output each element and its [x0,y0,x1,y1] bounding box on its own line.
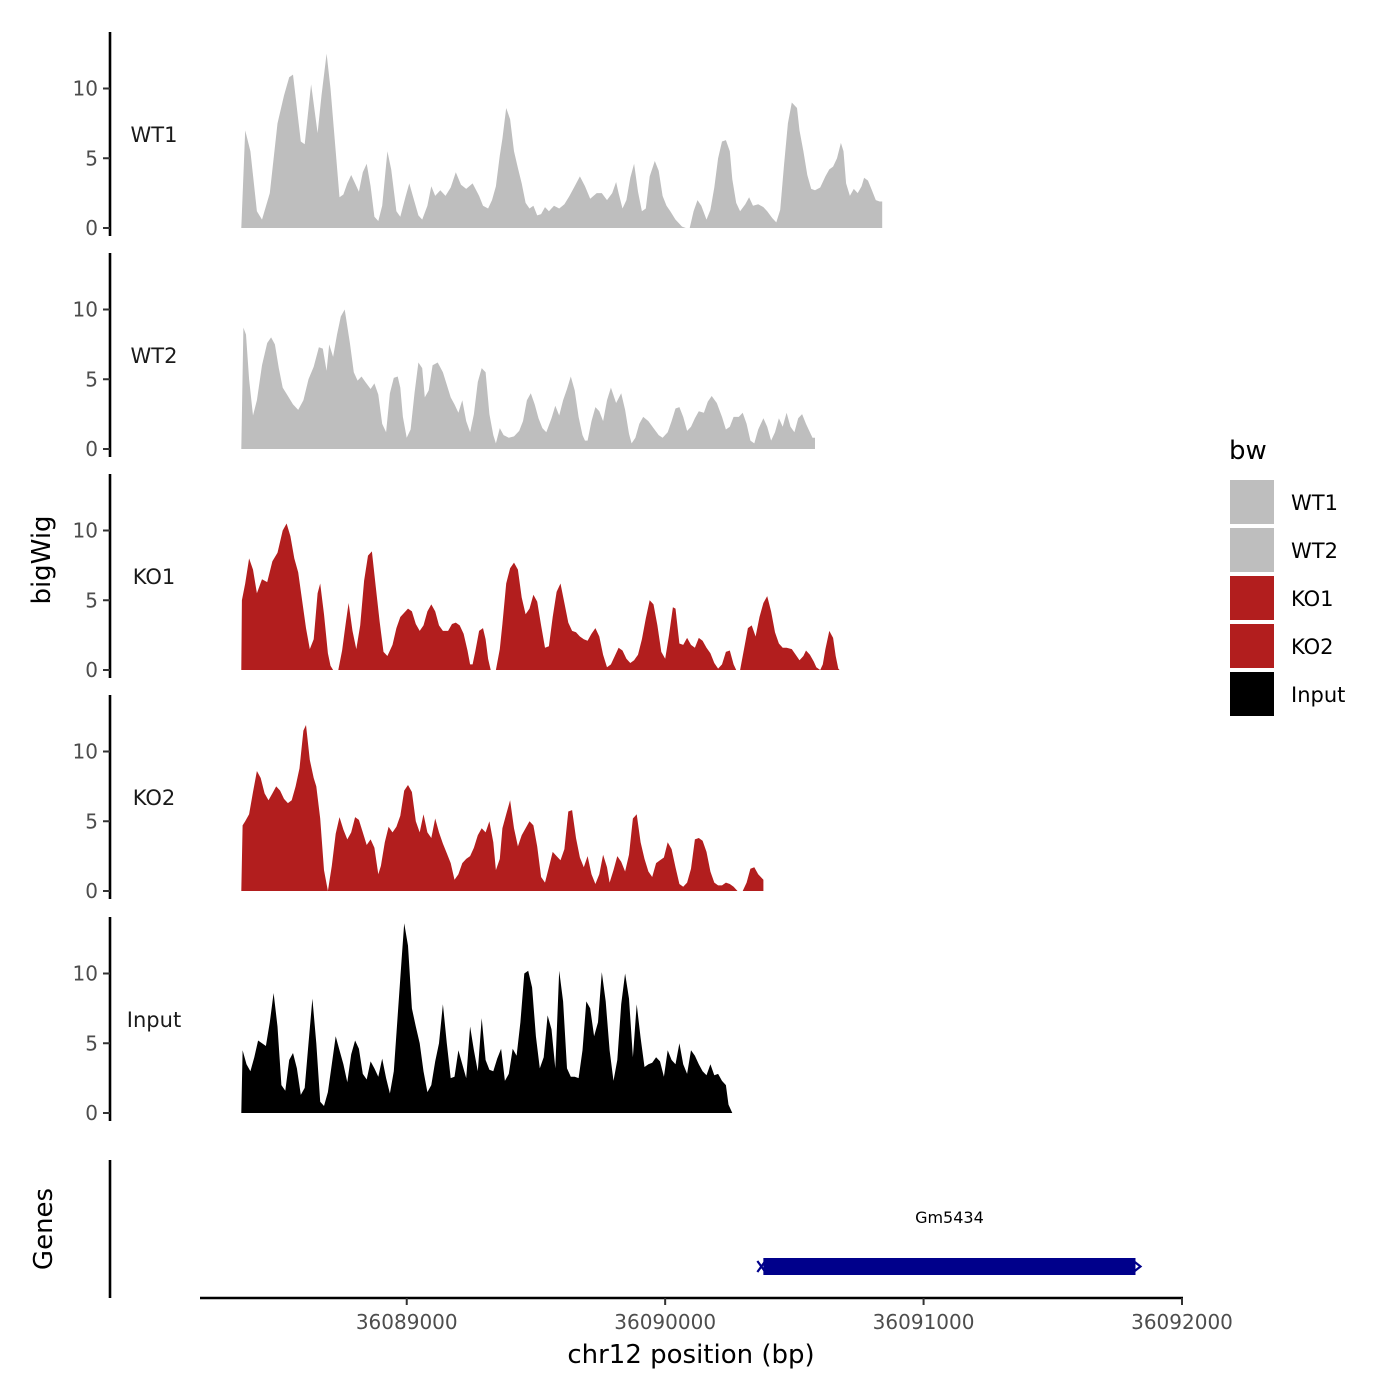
gene-end-marker [1132,1260,1143,1273]
y-axis-title: bigWig [27,515,57,604]
legend-label-ko1: KO1 [1291,587,1334,611]
legend-label-wt2: WT2 [1291,539,1338,563]
y-tick-label: 0 [85,879,98,903]
x-tick-label: 36091000 [873,1310,975,1334]
x-tick-label: 36092000 [1131,1310,1233,1334]
legend-label-input: Input [1291,683,1345,707]
track-label-ko2: KO2 [133,786,176,810]
y-tick-label: 5 [85,146,98,170]
y-tick-label: 10 [73,77,98,101]
y-tick-label: 0 [85,437,98,461]
gene-start-marker [756,1260,767,1273]
track-label-wt2: WT2 [131,344,178,368]
legend-key-ko2 [1228,622,1276,670]
gene-body-gm5434 [763,1258,1136,1275]
x-axis-title: chr12 position (bp) [567,1340,814,1370]
legend-label-wt1: WT1 [1291,491,1338,515]
coverage-area-ko2 [241,725,764,891]
legend-key-input [1228,670,1276,718]
y-tick-label: 0 [85,1101,98,1125]
track-label-ko1: KO1 [133,565,176,589]
y-tick-label: 10 [73,519,98,543]
y-tick-label: 0 [85,658,98,682]
gene-label: Gm5434 [915,1208,984,1227]
legend-label-ko2: KO2 [1291,635,1334,659]
legend-title: bw [1229,436,1267,466]
y-tick-label: 10 [73,962,98,986]
x-tick-label: 36090000 [614,1310,716,1334]
y-tick-label: 0 [85,216,98,240]
y-tick-label: 10 [73,740,98,764]
track-label-input: Input [127,1008,181,1032]
y-tick-label: 5 [85,809,98,833]
genes-track-label: Genes [29,1188,59,1270]
coverage-area-ko1 [241,523,840,670]
coverage-area-input [241,923,733,1113]
coverage-area-wt1 [241,53,883,228]
x-tick-label: 36089000 [356,1310,458,1334]
y-tick-label: 5 [85,367,98,391]
legend-key-wt2 [1228,526,1276,574]
y-tick-label: 10 [73,298,98,322]
legend-key-ko1 [1228,574,1276,622]
coverage-area-wt2 [241,309,816,449]
track-label-wt1: WT1 [131,123,178,147]
y-tick-label: 5 [85,588,98,612]
legend-key-wt1 [1228,478,1276,526]
y-tick-label: 5 [85,1031,98,1055]
